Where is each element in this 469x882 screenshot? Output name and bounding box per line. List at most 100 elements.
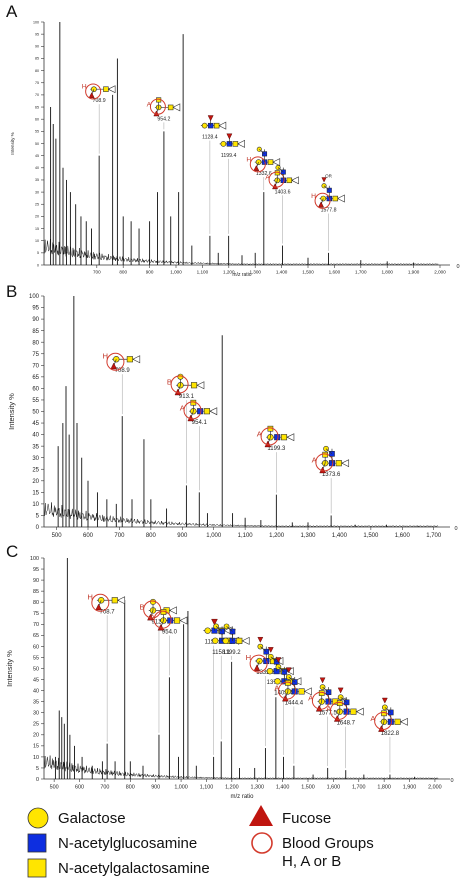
x-tick-label: 1,400 — [332, 533, 348, 539]
blood-group-letter: A — [312, 455, 318, 464]
glycosidic-bond — [215, 626, 223, 632]
glycosidic-bond — [260, 646, 267, 652]
blood-group-ring-icon — [91, 593, 110, 612]
y-tick-label: 45 — [33, 677, 39, 683]
blood-group-ring-icon — [106, 352, 125, 371]
fucose-icon — [321, 177, 327, 183]
fucose-icon — [249, 805, 273, 826]
legend-item-fucose: Fucose — [249, 805, 331, 827]
reducing-end-icon — [355, 707, 364, 716]
blood-group-letter: A — [274, 684, 280, 693]
legend-label-second-line: H, A or B — [282, 853, 341, 870]
right-zero-label: 0 — [454, 526, 457, 532]
legend-label: N-acetylgalactosamine — [58, 860, 210, 877]
peak-mz-label: 1199.3 — [267, 446, 286, 452]
spectrum-baseline — [44, 755, 439, 779]
blood-group-ring-icon — [314, 192, 331, 209]
y-tick-label: 5 — [36, 766, 39, 772]
galnac-icon — [232, 141, 239, 147]
glycan-structure: A — [180, 399, 218, 422]
y-tick-label: 60 — [33, 644, 39, 650]
y-tick-label: 15 — [32, 490, 39, 496]
x-tick-label: 1,100 — [238, 533, 254, 539]
right-zero-label: 0 — [450, 778, 453, 784]
peak-mz-label: 708.9 — [115, 368, 131, 374]
reducing-end-icon — [241, 636, 250, 645]
x-tick-label: 800 — [126, 784, 135, 790]
x-tick-label: 700 — [100, 784, 109, 790]
x-tick-label: 900 — [151, 784, 160, 790]
x-tick-label: 500 — [50, 784, 59, 790]
blood-group-letter: B — [167, 377, 172, 386]
spectrum-panel-c: C 0 5 10 15 20 25 30 35 40 45 50 55 60 65 70 75 80 85 90 95 1… — [5, 542, 454, 800]
y-tick-label: 10 — [32, 502, 39, 508]
y-tick-label: 25 — [35, 203, 39, 207]
glycosidic-bond — [384, 707, 392, 713]
blood-group-letter: A — [308, 694, 314, 703]
fucose-icon — [381, 697, 388, 704]
peak-mz-label: 1577.8 — [321, 208, 337, 214]
x-tick-label: 1,200 — [225, 784, 239, 790]
blood-group-letter: A — [147, 102, 152, 109]
blood-group-ring-icon — [251, 832, 273, 854]
x-tick-label: 1,700 — [352, 784, 366, 790]
y-tick-label: 65 — [33, 633, 39, 639]
peak-mz-label: 1158.1 — [212, 650, 231, 656]
glycosidic-bond — [277, 167, 284, 173]
blood-group-letter: H — [102, 351, 108, 360]
glycan-structure: H — [87, 592, 126, 612]
reducing-end-icon — [272, 158, 281, 167]
y-axis-title: Intensity % — [7, 393, 16, 430]
peak-mz-label: 1373.6 — [322, 472, 341, 478]
y-tick-label: 80 — [35, 69, 39, 73]
y-tick-label: 95 — [32, 306, 39, 312]
x-tick-label: 1,800 — [377, 784, 391, 790]
peak-mz-label: 1332.6 — [256, 171, 272, 177]
galnac-icon — [173, 617, 181, 624]
glycan-structure: A — [370, 697, 408, 732]
x-tick-label: 1,800 — [381, 270, 393, 275]
blood-group-letter: B — [139, 603, 144, 612]
spectrum-panel-b: B 0 5 10 15 20 25 30 35 40 45 50 55 60 65 70 75 80 85 90 95 1… — [6, 282, 458, 539]
glycan-structure: A — [150, 609, 188, 631]
glycan-structure: A — [326, 687, 364, 722]
galactose-icon — [320, 195, 327, 202]
galactose-icon — [113, 356, 120, 363]
x-tick-label: 1,900 — [403, 784, 417, 790]
fucose-icon — [95, 603, 102, 611]
x-tick-label: 1,500 — [301, 784, 315, 790]
glycosidic-bond — [322, 686, 329, 693]
blood-group-letter: H — [246, 156, 251, 163]
glycosidic-bond — [325, 448, 333, 455]
y-tick-label: 70 — [33, 622, 39, 628]
fucose-icon — [285, 667, 292, 674]
y-axis-title: Intensity % — [5, 650, 14, 687]
glycan-structure: H — [311, 177, 345, 209]
x-tick-label: 800 — [119, 270, 127, 275]
reducing-end-icon — [218, 121, 227, 130]
peak-mz-label: 1403.4 — [274, 690, 293, 696]
y-tick-label: 90 — [33, 578, 39, 584]
galactose-icon — [212, 637, 219, 644]
blood-group-letter: H — [82, 83, 87, 90]
glycan-structure — [200, 115, 227, 130]
galnac-icon — [111, 597, 118, 604]
y-tick-label: 75 — [32, 352, 39, 358]
blood-group-ring-icon — [329, 701, 348, 720]
x-tick-label: 700 — [93, 270, 101, 275]
panel-letter: A — [6, 2, 18, 21]
galnac-icon — [298, 688, 305, 695]
peak-mz-label: 708.9 — [93, 98, 106, 104]
y-tick-label: 0 — [36, 525, 40, 531]
blood-group-letter: H — [87, 592, 93, 601]
galnac-icon — [167, 104, 174, 111]
y-tick-label: 60 — [32, 387, 39, 393]
x-tick-label: 1,700 — [355, 270, 367, 275]
glycosidic-bond — [270, 656, 277, 663]
glycan-structure — [219, 133, 245, 148]
y-tick-label: 25 — [32, 467, 39, 473]
glycan-structure — [221, 623, 250, 645]
y-tick-label: 50 — [32, 410, 39, 416]
x-tick-label: 1,100 — [200, 784, 214, 790]
